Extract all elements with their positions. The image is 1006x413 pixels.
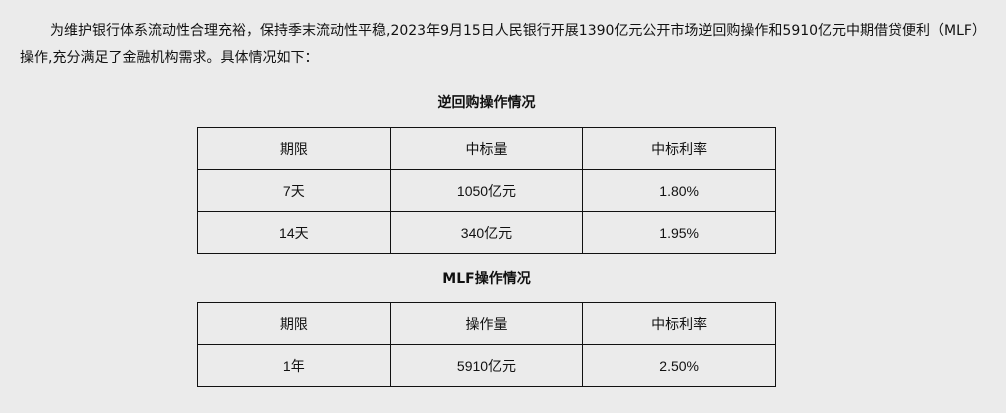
table-header-row: 期限 操作量 中标利率 xyxy=(197,302,776,345)
header-cell: 中标利率 xyxy=(582,302,776,345)
header-cell: 中标量 xyxy=(389,127,584,170)
table-header-row: 期限 中标量 中标利率 xyxy=(197,127,776,170)
header-cell: 操作量 xyxy=(389,302,584,345)
reverse-repo-title: 逆回购操作情况 xyxy=(437,95,536,111)
term-cell: 1年 xyxy=(197,344,391,387)
rate-cell: 1.80% xyxy=(582,169,776,212)
amount-cell: 340亿元 xyxy=(389,211,584,254)
rate-cell: 2.50% xyxy=(582,344,776,387)
amount-cell: 1050亿元 xyxy=(389,169,584,212)
rate-cell: 1.95% xyxy=(582,211,776,254)
reverse-repo-table: 期限 中标量 中标利率 7天 1050亿元 1.80% 14天 340亿元 1.… xyxy=(197,127,776,254)
term-cell: 7天 xyxy=(197,169,391,212)
mlf-title: MLF操作情况 xyxy=(442,271,531,287)
mlf-table: 期限 操作量 中标利率 1年 5910亿元 2.50% xyxy=(197,302,776,387)
table-row: 1年 5910亿元 2.50% xyxy=(197,344,776,387)
table-row: 14天 340亿元 1.95% xyxy=(197,211,776,254)
amount-cell: 5910亿元 xyxy=(389,344,584,387)
header-cell: 期限 xyxy=(197,127,391,170)
table-row: 7天 1050亿元 1.80% xyxy=(197,169,776,212)
header-cell: 期限 xyxy=(197,302,391,345)
intro-paragraph: 为维护银行体系流动性合理充裕，保持季末流动性平稳,2023年9月15日人民银行开… xyxy=(20,23,979,66)
header-cell: 中标利率 xyxy=(582,127,776,170)
term-cell: 14天 xyxy=(197,211,391,254)
